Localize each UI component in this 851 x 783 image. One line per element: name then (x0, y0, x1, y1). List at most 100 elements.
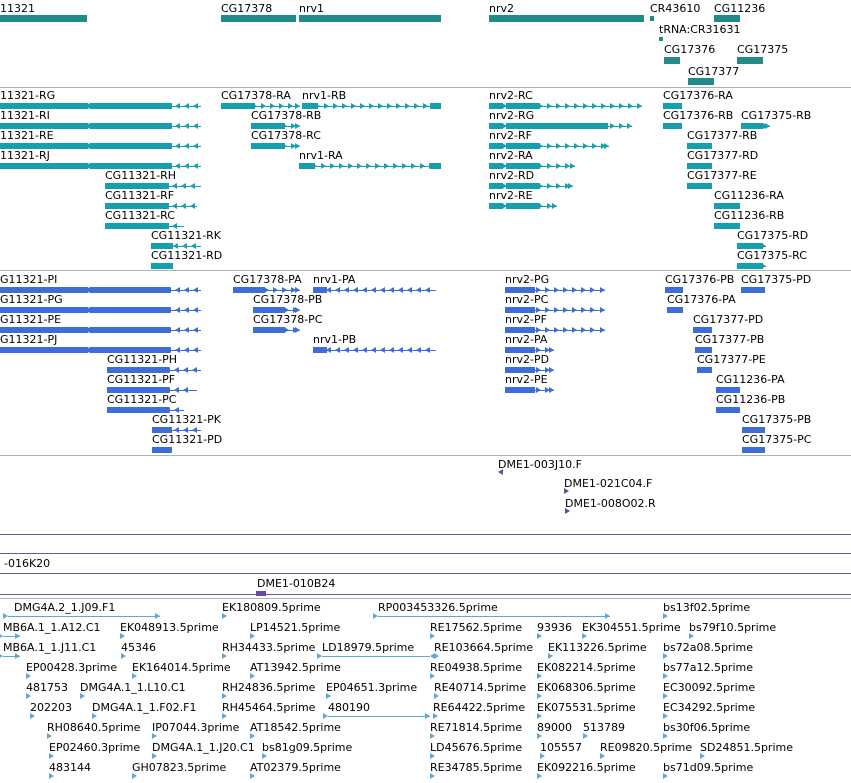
strand-arrow-icon (184, 163, 189, 169)
est-label: RE09820.5prime (600, 741, 693, 754)
strand-arrow-icon (754, 287, 759, 293)
track-divider (0, 553, 851, 554)
strand-arrow-icon (67, 163, 72, 169)
strand-arrow-icon (610, 103, 615, 109)
strand-arrow-icon (121, 287, 126, 293)
gene-track: 11321 CG17378 nrv1 nrv2 CR43610 CG11236 tRNA:C… (0, 0, 851, 88)
strand-arrow-icon (565, 143, 570, 149)
strand-arrow-icon (222, 653, 227, 659)
strand-arrow-icon (30, 713, 35, 719)
strand-arrow-icon (545, 287, 550, 293)
strand-arrow-icon (707, 143, 712, 149)
strand-arrow-icon (537, 693, 542, 699)
est-label: EP00428.3prime (26, 661, 118, 674)
gene-bar (0, 15, 87, 22)
protein-label: CG17377-PD (693, 313, 764, 326)
strand-arrow-icon (132, 673, 137, 679)
strand-arrow-icon (529, 103, 534, 109)
strand-arrow-icon (511, 143, 516, 149)
est-label: EK075531.5prime (537, 701, 636, 714)
strand-arrow-icon (549, 347, 554, 353)
strand-arrow-icon (493, 123, 498, 129)
transcript-label: CG17378-RC (251, 129, 321, 142)
strand-arrow-icon (509, 367, 514, 373)
bac-label-010b24[interactable]: DME1-010B24 (257, 577, 336, 590)
protein-label: nrv1-PB (313, 333, 357, 346)
strand-arrow-icon (761, 263, 766, 269)
strand-arrow-icon (547, 123, 552, 129)
strand-arrow-icon (493, 183, 498, 189)
strand-arrow-icon (184, 123, 189, 129)
strand-arrow-icon (139, 103, 144, 109)
strand-arrow-icon (151, 243, 156, 249)
bac-label-016k20[interactable]: -016K20 (4, 557, 51, 570)
strand-arrow-icon (139, 327, 144, 333)
strand-arrow-icon (67, 287, 72, 293)
strand-arrow-icon (193, 103, 198, 109)
strand-arrow-icon (225, 103, 230, 109)
transcript-label: CG11236-RA (714, 189, 784, 202)
strand-arrow-icon (538, 163, 543, 169)
strand-arrow-icon (121, 653, 126, 659)
strand-arrow-icon (120, 367, 125, 373)
strand-arrow-icon (700, 753, 705, 759)
strand-arrow-icon (127, 223, 132, 229)
est-label: 513789 (583, 721, 625, 734)
est-label: EC30092.5prime (663, 681, 756, 694)
strand-arrow-icon (549, 387, 554, 393)
strand-arrow-icon (493, 203, 498, 209)
strand-arrow-icon (592, 103, 597, 109)
bac-bar-010b24[interactable] (0, 594, 851, 595)
strand-arrow-icon (264, 287, 269, 293)
strand-arrow-icon (152, 753, 157, 759)
strand-arrow-icon (155, 613, 160, 619)
strand-arrow-icon (351, 103, 356, 109)
strand-arrow-icon (166, 163, 171, 169)
strand-arrow-icon (663, 653, 668, 659)
strand-arrow-icon (31, 287, 36, 293)
strand-arrow-icon (547, 163, 552, 169)
strand-arrow-icon (536, 327, 541, 333)
strand-arrow-icon (436, 103, 441, 109)
protein-exon (742, 447, 765, 453)
strand-arrow-icon (509, 387, 514, 393)
strand-arrow-icon (262, 753, 267, 759)
bac-bar-016k20[interactable] (0, 573, 851, 574)
strand-arrow-icon (130, 287, 135, 293)
strand-arrow-icon (152, 447, 157, 453)
strand-arrow-icon (279, 103, 284, 109)
strand-arrow-icon (94, 143, 99, 149)
strand-arrow-icon (4, 307, 9, 313)
transcript-label: CG11321-RH (105, 169, 177, 182)
strand-arrow-icon (317, 287, 322, 293)
strand-arrow-icon (13, 327, 18, 333)
strand-arrow-icon (700, 183, 705, 189)
strand-arrow-icon (192, 367, 197, 373)
strand-arrow-icon (94, 347, 99, 353)
strand-arrow-icon (511, 123, 516, 129)
transcript-exon (430, 163, 441, 169)
strand-arrow-icon (502, 123, 507, 129)
strand-arrow-icon (0, 347, 5, 353)
strand-arrow-icon (246, 287, 251, 293)
clone-end-label: DME1-008O02.R (565, 497, 656, 510)
protein-label: CG17378-PB (253, 293, 323, 306)
protein-label: CG11236-PA (716, 373, 785, 386)
strand-arrow-icon (257, 307, 262, 313)
strand-arrow-icon (111, 407, 116, 413)
est-label: DMG4A.2_1.J09.F1 (14, 601, 116, 614)
strand-arrow-icon (420, 163, 425, 169)
strand-arrow-icon (330, 163, 335, 169)
transcript-label: nrv2-RE (489, 189, 533, 202)
protein-exon (716, 407, 740, 413)
strand-arrow-icon (13, 103, 18, 109)
strand-arrow-icon (130, 123, 135, 129)
strand-arrow-icon (151, 263, 156, 269)
strand-arrow-icon (22, 123, 27, 129)
est-label: DMG4A.1_1.J20.C1 (152, 741, 255, 754)
strand-arrow-icon (547, 143, 552, 149)
strand-arrow-icon (139, 123, 144, 129)
strand-arrow-icon (121, 123, 126, 129)
strand-arrow-icon (4, 347, 9, 353)
strand-arrow-icon (164, 263, 169, 269)
